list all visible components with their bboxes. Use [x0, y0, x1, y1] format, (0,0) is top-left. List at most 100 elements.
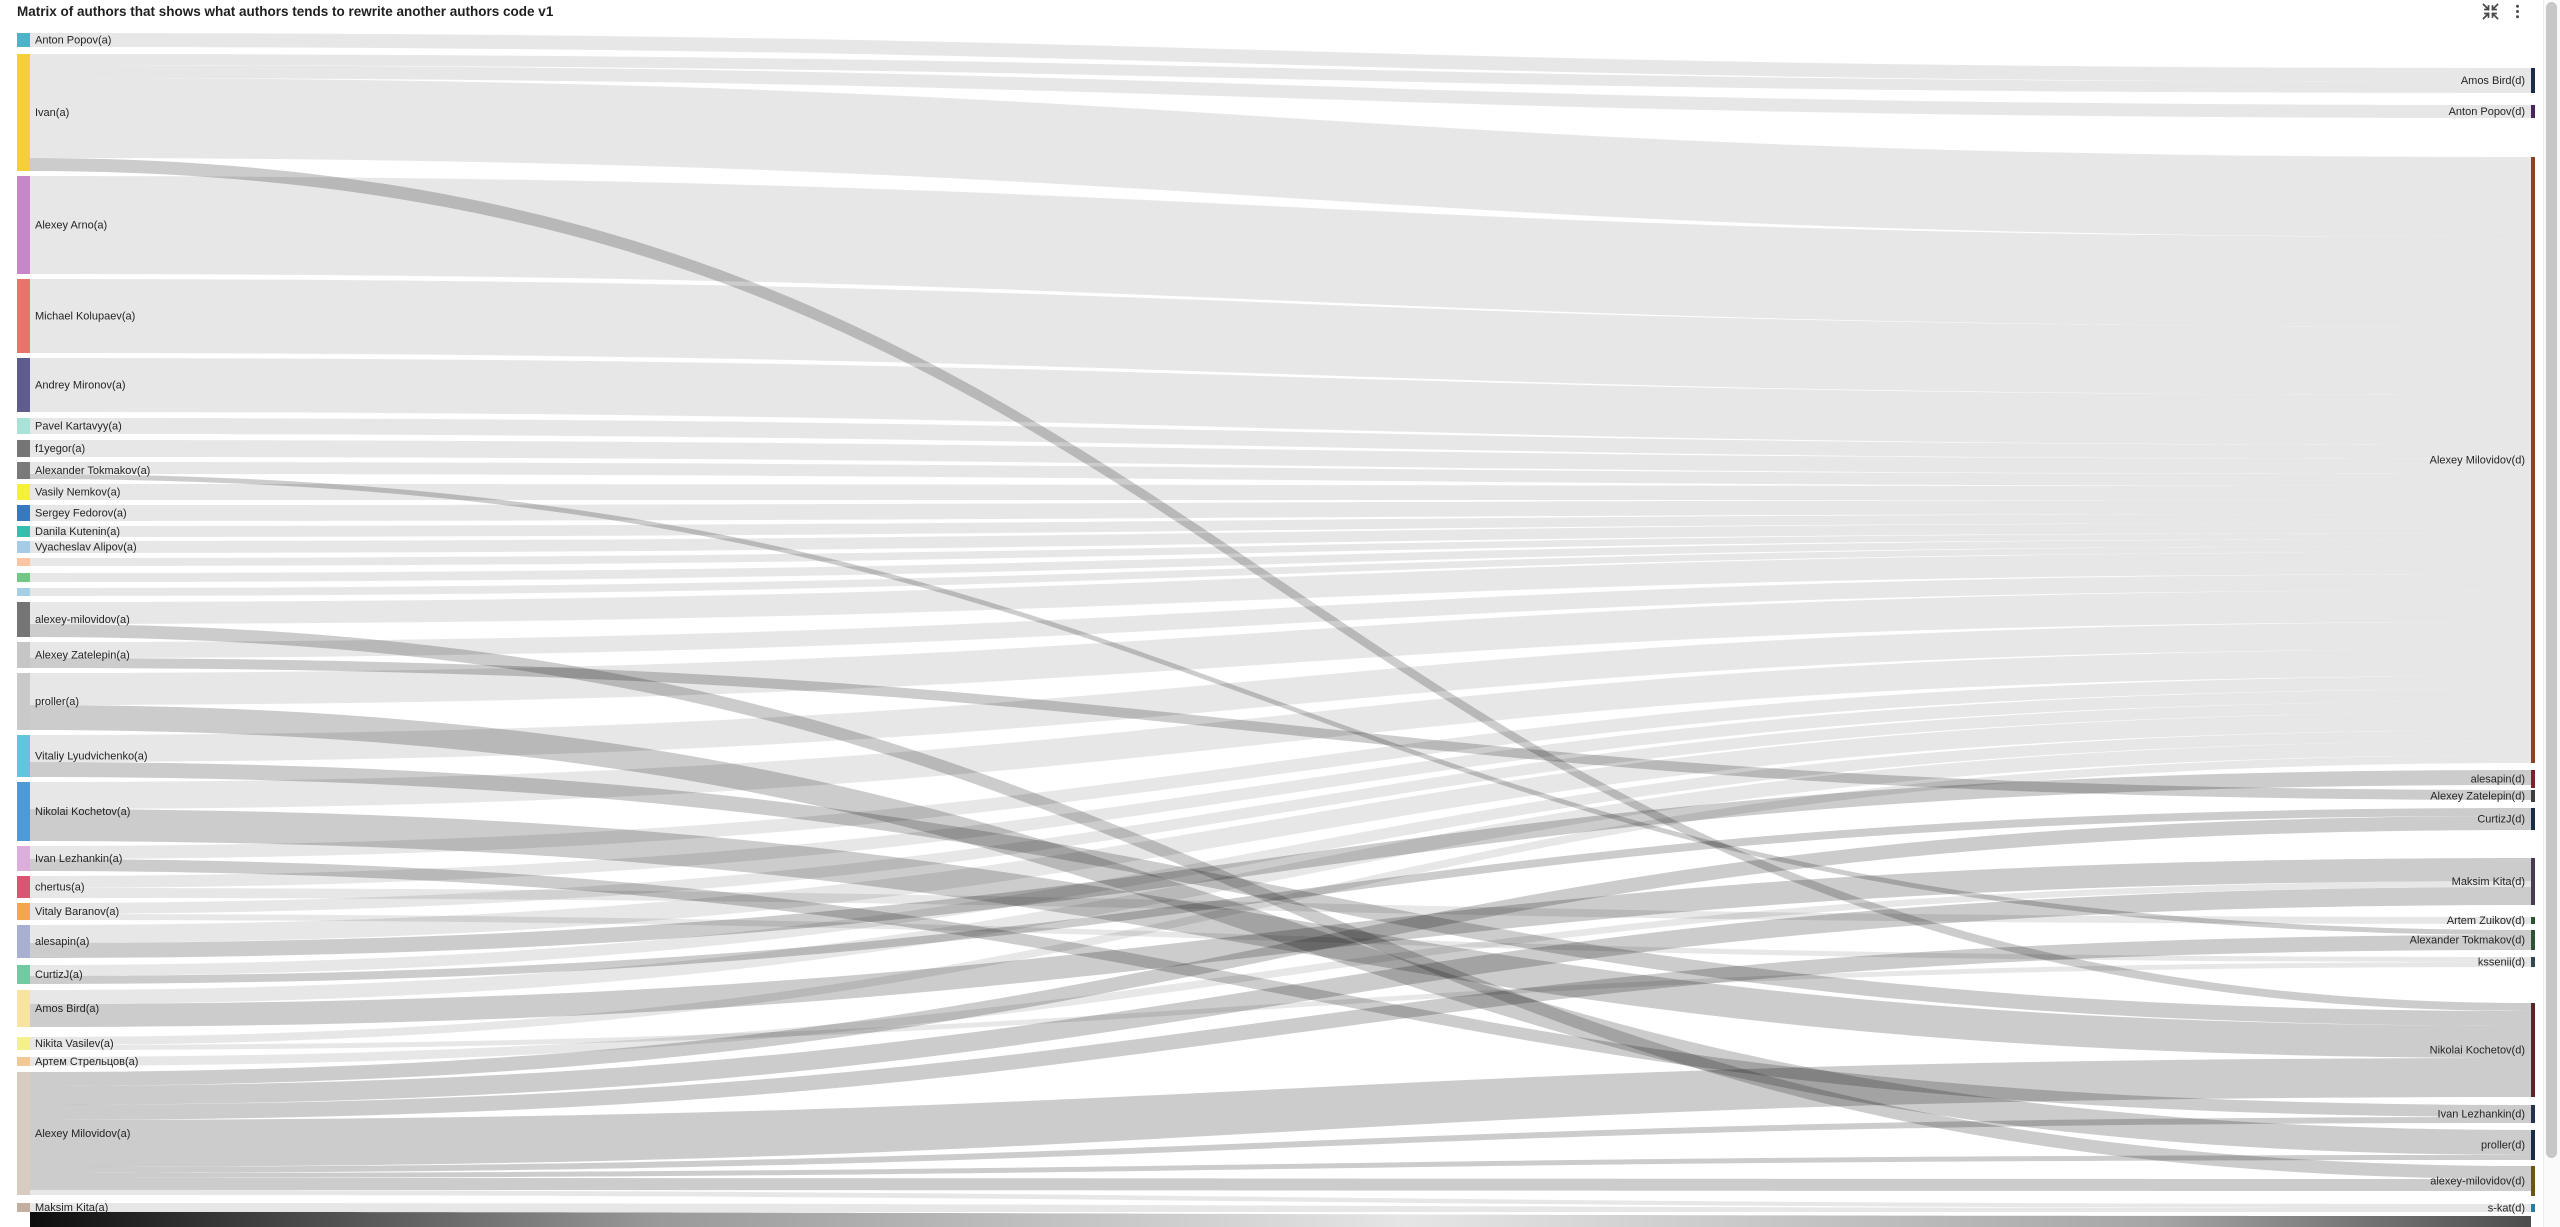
sankey-link-Alexey-Milovidov-a--to-proller-d-[interactable]: [30, 1155, 2531, 1178]
sankey-link-Michael-Kolupaev-a--to-Alexey-Milovidov-d-[interactable]: [30, 279, 2531, 395]
sankey-node-alesapin-d-[interactable]: [2531, 770, 2535, 788]
sankey-link-node-to-Alexey-Milovidov-d-[interactable]: [30, 539, 2531, 582]
sankey-link-Maksim-Kita-a--to-s-kat-d-[interactable]: [30, 1203, 2531, 1212]
sankey-node-proller-a-[interactable]: [17, 673, 30, 730]
sankey-node-Vitaliy-Lyudvichenko-a-[interactable]: [17, 735, 30, 777]
sankey-link-Ivan-a--to-Alexey-Milovidov-d-[interactable]: [30, 78, 2531, 237]
sankey-node-Artem-Zuikov-d-[interactable]: [2531, 917, 2535, 924]
sankey-node-Maksim-Kita-a-[interactable]: [17, 1203, 30, 1212]
sankey-link-Ivan-a--to-Amos-Bird-d-[interactable]: [30, 54, 2531, 93]
sankey-link-Alexey-Zatelepin-a--to-Alexey-Milovidov-d-[interactable]: [30, 574, 2531, 658]
sankey-link-Vitaliy-Lyudvichenko-a--to-Nikolai-Kochetov-d-[interactable]: [30, 762, 2531, 1026]
sankey-link-Sergey-Fedorov-a--to-Alexey-Milovidov-d-[interactable]: [30, 500, 2531, 521]
sankey-link-Ivan-Lezhankin-a--to-Alexey-Milovidov-d-[interactable]: [30, 676, 2531, 859]
sankey-node-Amos-Bird-d-[interactable]: [2531, 68, 2535, 93]
sankey-link-Ivan-Lezhankin-a--to-Ivan-Lezhankin-d-[interactable]: [30, 859, 2531, 1117]
sankey-link-node-to-Alexey-Milovidov-d-[interactable]: [30, 533, 2531, 566]
sankey-link-Maksim-Kita-a--to-s-kat-d-[interactable]: [30, 1212, 2531, 1227]
sankey-node-Ivan-Lezhankin-a-[interactable]: [17, 846, 30, 871]
sankey-link-Nikita-Vasilev-a--to-Alexey-Milovidov-d-[interactable]: [30, 755, 2531, 1045]
sankey-link-alexey-milovidov-a--to-Alexey-Milovidov-d-[interactable]: [30, 552, 2531, 624]
sankey-link-proller-a--to-proller-d-[interactable]: [30, 705, 2531, 1155]
sankey-link-Andrey-Mironov-a--to-Alexey-Milovidov-d-[interactable]: [30, 358, 2531, 445]
sankey-node-Anton-Popov-a-[interactable]: [17, 33, 30, 47]
sankey-link-Vasily-Nemkov-a--to-Alexey-Milovidov-d-[interactable]: [30, 484, 2531, 500]
sankey-link-Amos-Bird-a--to-Alexey-Milovidov-d-[interactable]: [30, 741, 2531, 1004]
sankey-link-node-to-Alexey-Milovidov-d-[interactable]: [30, 546, 2531, 596]
sankey-link-Alexander-Tokmakov-a--to-Alexander-Tokmakov-d-[interactable]: [30, 474, 2531, 935]
sankey-node-Maksim-Kita-d-[interactable]: [2531, 858, 2535, 905]
sankey-node-kssenii-d-[interactable]: [2531, 957, 2535, 967]
sankey-link-Alexey-Milovidov-a--to-s-kat-d-[interactable]: [30, 1190, 2531, 1208]
sankey-node-node[interactable]: [17, 558, 30, 566]
sankey-node-Nikolai-Kochetov-d-[interactable]: [2531, 1003, 2535, 1097]
sankey-node-Alexey-Arno-a-[interactable]: [17, 176, 30, 274]
sankey-link-Ivan-a--to-Nikolai-Kochetov-d-[interactable]: [30, 158, 2531, 1011]
sankey-node-Danila-Kutenin-a-[interactable]: [17, 526, 30, 537]
sankey-link-Alexey-Milovidov-a--to-CurtizJ-d-[interactable]: [30, 816, 2531, 1086]
sankey-link-chertus-a--to-Alexey-Milovidov-d-[interactable]: [30, 689, 2531, 888]
scrollbar-thumb[interactable]: [2546, 2, 2557, 1158]
sankey-link-Alexander-Tokmakov-a--to-Alexey-Milovidov-d-[interactable]: [30, 462, 2531, 486]
sankey-node-Alexander-Tokmakov-d-[interactable]: [2531, 930, 2535, 950]
sankey-link-Anton-Popov-a--to-Amos-Bird-d-[interactable]: [30, 33, 2531, 82]
sankey-link-Alexey-Milovidov-a--to-Alexander-Tokmakov-d-[interactable]: [30, 935, 2531, 1120]
sankey-node-Pavel-Kartavyy-a-[interactable]: [17, 418, 30, 434]
sankey-node-Nikita-Vasilev-a-[interactable]: [17, 1037, 30, 1050]
sankey-node-Ivan-a-[interactable]: [17, 54, 30, 171]
sankey-link-CurtizJ-a--to-Alexey-Milovidov-d-[interactable]: [30, 730, 2531, 976]
sankey-link-Nikita-Vasilev-a--to-kssenii-d-[interactable]: [30, 962, 2531, 1050]
sankey-link-f1yegor-a--to-Alexey-Milovidov-d-[interactable]: [30, 440, 2531, 474]
sankey-link-Vitaliy-Lyudvichenko-a--to-Alexey-Milovidov-d-[interactable]: [30, 622, 2531, 762]
sankey-node-proller-d-[interactable]: [2531, 1130, 2535, 1160]
sankey-link-Alexey-Zatelepin-a--to-Alexey-Zatelepin-d-[interactable]: [30, 658, 2531, 800]
sankey-node-Alexey-Milovidov-d-[interactable]: [2531, 157, 2535, 763]
sankey-link-Ivan-a--to-Anton-Popov-d-[interactable]: [30, 65, 2531, 118]
sankey-link-chertus-a--to-Artem-Zuikov-d-[interactable]: [30, 888, 2531, 924]
sankey-link-Nikolai-Kochetov-a--to-Alexey-Milovidov-d-[interactable]: [30, 649, 2531, 809]
sankey-node-CurtizJ-d-[interactable]: [2531, 808, 2535, 830]
sankey-node-Sergey-Fedorov-a-[interactable]: [17, 505, 30, 521]
sankey-link-Vyacheslav-Alipov-a--to-Alexey-Milovidov-d-[interactable]: [30, 523, 2531, 553]
sankey-link-Danila-Kutenin-a--to-Alexey-Milovidov-d-[interactable]: [30, 514, 2531, 537]
sankey-node-Nikolai-Kochetov-a-[interactable]: [17, 782, 30, 841]
sankey-link-alesapin-a--to-Alexey-Milovidov-d-[interactable]: [30, 712, 2531, 943]
sankey-link-Alexey-Milovidov-a--to-alexey-milovidov-d-[interactable]: [30, 1178, 2531, 1191]
sankey-node-alesapin-a-[interactable]: [17, 925, 30, 958]
sankey-link-Vitaly-Baranov-a--to-kssenii-d-[interactable]: [30, 914, 2531, 962]
sankey-node-s-kat-d-[interactable]: [2531, 1204, 2535, 1212]
sankey-node-Alexey-Zatelepin-d-[interactable]: [2531, 790, 2535, 802]
sankey-link-Amos-Bird-a--to-Maksim-Kita-d-[interactable]: [30, 858, 2531, 1027]
sankey-node-Alexey-Zatelepin-a-[interactable]: [17, 642, 30, 668]
sankey-node-alexey-milovidov-a-[interactable]: [17, 602, 30, 637]
sankey-link-alesapin-a--to-alesapin-d-[interactable]: [30, 770, 2531, 958]
sankey-link-Nikolai-Kochetov-a--to-Nikolai-Kochetov-d-[interactable]: [30, 809, 2531, 1058]
sankey-node-node[interactable]: [17, 588, 30, 596]
sankey-node-Vasily-Nemkov-a-[interactable]: [17, 484, 30, 500]
sankey-node-Anton-Popov-d-[interactable]: [2531, 105, 2535, 118]
sankey-node-node[interactable]: [17, 573, 30, 582]
sankey-node-CurtizJ-a-[interactable]: [17, 965, 30, 984]
sankey-node-Артем-Стрельцов-a-[interactable]: [17, 1057, 30, 1066]
sankey-node-Amos-Bird-a-[interactable]: [17, 990, 30, 1027]
kebab-menu-icon[interactable]: [2509, 3, 2526, 20]
sankey-node-chertus-a-[interactable]: [17, 876, 30, 898]
sankey-link-CurtizJ-a--to-CurtizJ-d-[interactable]: [30, 808, 2531, 984]
sankey-link-Alexey-Milovidov-a--to-Maksim-Kita-d-[interactable]: [30, 887, 2531, 1105]
sankey-link-Alexey-Arno-a--to-Alexey-Milovidov-d-[interactable]: [30, 176, 2531, 327]
sankey-link-Vitaly-Baranov-a--to-Alexey-Milovidov-d-[interactable]: [30, 701, 2531, 914]
sankey-node-Alexander-Tokmakov-a-[interactable]: [17, 462, 30, 479]
sankey-link-Alexey-Milovidov-a--to-Nikolai-Kochetov-d-[interactable]: [30, 1058, 2531, 1167]
sankey-link-Pavel-Kartavyy-a--to-Alexey-Milovidov-d-[interactable]: [30, 418, 2531, 459]
sankey-node-Vitaly-Baranov-a-[interactable]: [17, 903, 30, 920]
sankey-node-alexey-milovidov-d-[interactable]: [2531, 1166, 2535, 1196]
sankey-node-f1yegor-a-[interactable]: [17, 440, 30, 457]
sankey-link-Alexey-Milovidov-a--to-Ivan-Lezhankin-d-[interactable]: [30, 1117, 2531, 1173]
sankey-link-proller-a--to-Alexey-Milovidov-d-[interactable]: [30, 590, 2531, 705]
sankey-node-Alexey-Milovidov-a-[interactable]: [17, 1072, 30, 1195]
sankey-node-Ivan-Lezhankin-d-[interactable]: [2531, 1105, 2535, 1123]
sankey-node-Andrey-Mironov-a-[interactable]: [17, 358, 30, 412]
sankey-link-Артем-Стрельцов-a--to-Maksim-Kita-d-[interactable]: [30, 881, 2531, 1066]
sankey-node-Vyacheslav-Alipov-a-[interactable]: [17, 541, 30, 553]
compress-icon[interactable]: [2482, 3, 2499, 20]
